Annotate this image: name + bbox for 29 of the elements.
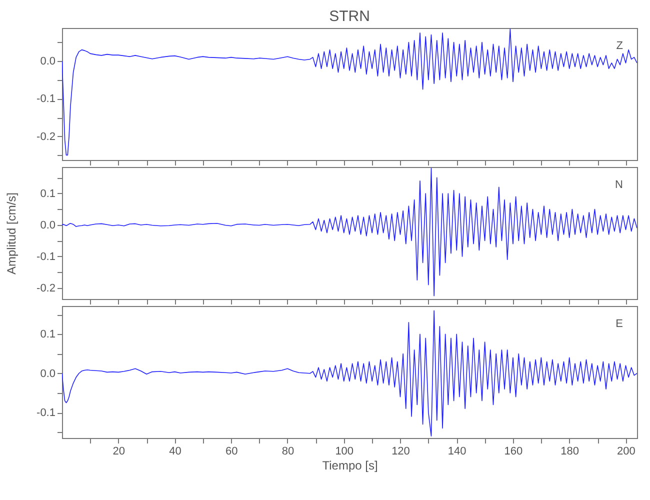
y-tick-label: -0.2: [36, 282, 56, 294]
y-tick-label: -0.1: [36, 250, 56, 263]
x-tick-label: 140: [448, 446, 466, 458]
line-series: [62, 168, 637, 296]
annotation: E: [616, 318, 623, 330]
y-axis-title: Amplitud [cm/s]: [4, 192, 18, 275]
chart-title: STRN: [329, 8, 370, 25]
y-tick-label: 0.0: [40, 56, 56, 68]
y-tick-label: -0.2: [36, 130, 56, 143]
y-tick-label: -0.1: [36, 407, 56, 420]
annotation: N: [615, 179, 624, 191]
y-tick-label: 0.0: [40, 368, 56, 380]
x-tick-label: 40: [169, 446, 182, 458]
x-tick-label: 200: [617, 446, 636, 458]
x-tick-label: 180: [560, 446, 580, 458]
x-tick-label: 80: [282, 446, 294, 458]
x-tick-label: 60: [225, 446, 238, 458]
x-tick-label: 120: [392, 446, 410, 458]
x-tick-label: 160: [504, 446, 523, 458]
annotation: Z: [616, 40, 624, 52]
x-tick-label: 100: [335, 446, 354, 458]
y-tick-label: -0.1: [36, 93, 56, 106]
y-tick-label: 0.0: [40, 219, 56, 232]
x-axis-title: Tiempo [s]: [322, 458, 378, 472]
y-tick-label: 0.1: [40, 188, 56, 200]
line-series: [62, 28, 637, 156]
y-tick-label: 0.1: [40, 328, 56, 341]
line-series: [62, 310, 637, 436]
x-tick-label: 20: [112, 446, 125, 458]
